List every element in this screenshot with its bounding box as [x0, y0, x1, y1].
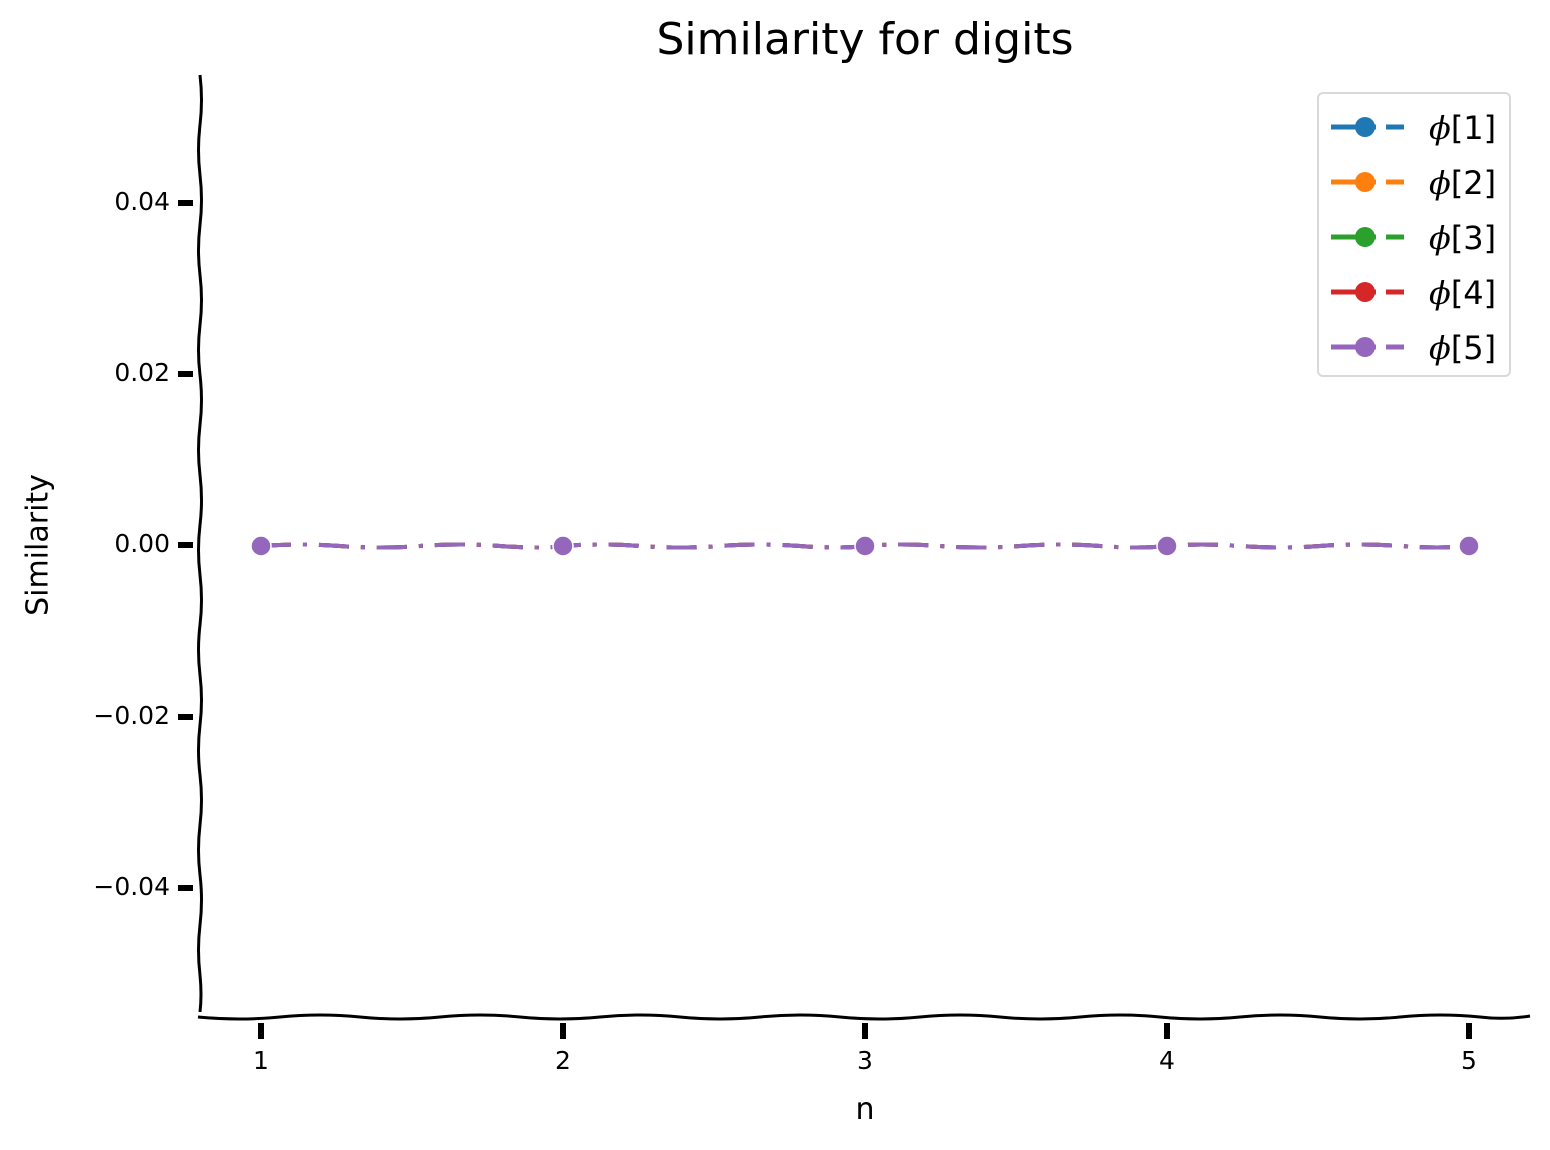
legend-item-phi3: ϕ[3]: [1319, 217, 1509, 257]
legend: ϕ[1] ϕ[2] ϕ[3] ϕ[4]: [1317, 92, 1511, 377]
legend-label-index: [1]: [1450, 109, 1497, 147]
x-tick-label: 1: [253, 1046, 269, 1075]
y-tick-label: −0.02: [93, 701, 170, 730]
legend-label-symbol: ϕ: [1429, 109, 1451, 147]
legend-line-marker-icon: [1331, 337, 1404, 357]
legend-label-index: [4]: [1450, 274, 1497, 312]
legend-item-phi1: ϕ[1]: [1319, 107, 1509, 147]
legend-label-symbol: ϕ: [1429, 329, 1451, 367]
x-tick-label: 2: [555, 1046, 571, 1075]
x-tick-label: 3: [857, 1046, 873, 1075]
x-tick-label: 4: [1159, 1046, 1175, 1075]
legend-line-marker-icon: [1331, 117, 1404, 137]
x-axis-label: n: [855, 1092, 875, 1127]
legend-item-phi2: ϕ[2]: [1319, 162, 1509, 202]
legend-label-index: [3]: [1450, 219, 1497, 257]
y-axis-label: Similarity: [20, 474, 56, 616]
legend-line-marker-icon: [1331, 282, 1404, 302]
legend-line-marker-icon: [1331, 172, 1404, 192]
series-markers: [250, 535, 1480, 557]
x-tick-label: 5: [1461, 1046, 1477, 1075]
legend-line-marker-icon: [1331, 227, 1404, 247]
data-point: [1156, 535, 1178, 557]
legend-label-symbol: ϕ: [1429, 219, 1451, 257]
y-tick-label: −0.04: [93, 872, 170, 901]
y-tick-label: 0.02: [114, 358, 170, 387]
y-ticks: [178, 200, 193, 891]
x-ticks: [258, 1023, 1472, 1039]
data-point: [250, 535, 272, 557]
data-point: [1458, 535, 1480, 557]
legend-label-index: [2]: [1450, 164, 1497, 202]
legend-label-symbol: ϕ: [1429, 274, 1451, 312]
data-point: [552, 535, 574, 557]
legend-label-index: [5]: [1450, 329, 1497, 367]
legend-item-phi5: ϕ[5]: [1319, 327, 1509, 367]
chart-title: Similarity for digits: [656, 14, 1074, 65]
y-axis-spine: [197, 74, 203, 1013]
legend-item-phi4: ϕ[4]: [1319, 272, 1509, 312]
y-tick-label: 0.00: [114, 529, 170, 558]
x-axis-spine: [197, 1013, 1531, 1021]
data-point: [854, 535, 876, 557]
y-tick-label: 0.04: [114, 187, 170, 216]
legend-label-symbol: ϕ: [1429, 164, 1451, 202]
